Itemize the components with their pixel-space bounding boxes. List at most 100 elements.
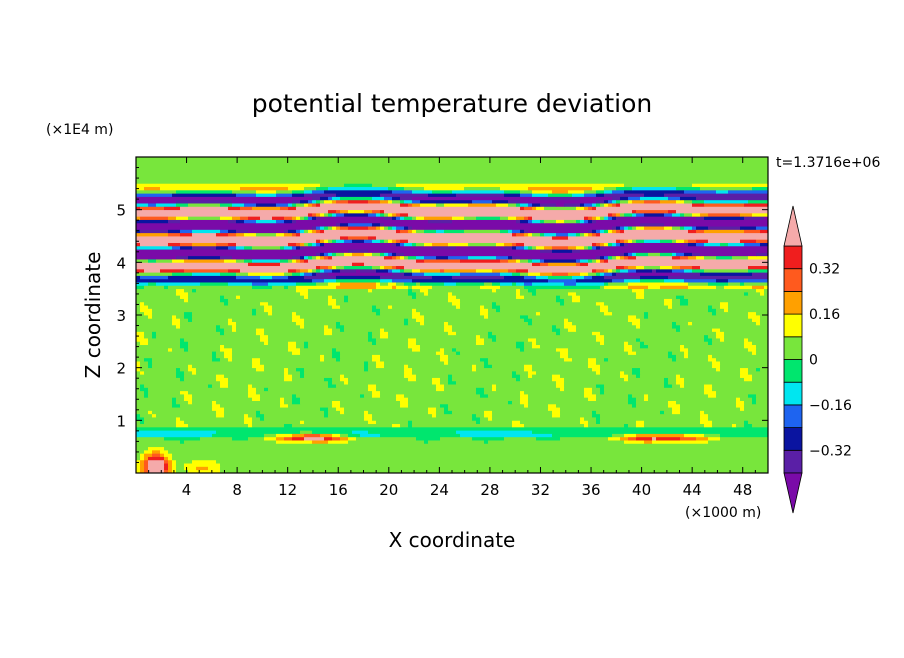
contour-cell xyxy=(396,255,401,260)
contour-cell xyxy=(228,242,237,247)
contour-cell xyxy=(232,199,293,204)
contour-cell xyxy=(136,354,213,359)
contour-cell xyxy=(136,367,141,372)
contour-cell xyxy=(232,203,245,207)
contour-cell xyxy=(188,298,221,303)
contour-cell xyxy=(516,295,525,299)
contour-cell xyxy=(188,423,249,428)
contour-cell xyxy=(136,446,149,451)
contour-cell xyxy=(136,245,173,250)
contour-cell xyxy=(568,347,625,352)
contour-cell xyxy=(336,252,345,257)
contour-cell xyxy=(164,285,169,290)
contour-cell xyxy=(180,295,189,299)
x-tick-label: 40 xyxy=(632,481,651,499)
contour-cell xyxy=(680,347,689,352)
contour-cell xyxy=(536,370,597,375)
contour-cell xyxy=(328,295,333,299)
contour-cell xyxy=(248,413,257,418)
contour-cell xyxy=(640,370,741,375)
contour-cell xyxy=(520,259,529,263)
contour-cell xyxy=(608,308,709,313)
contour-cell xyxy=(188,347,221,352)
contour-cell xyxy=(324,413,329,418)
contour-cell xyxy=(164,456,169,461)
contour-cell xyxy=(396,265,405,270)
contour-cell xyxy=(176,463,185,467)
contour-cell xyxy=(136,351,213,355)
contour-cell xyxy=(484,341,517,346)
contour-cell xyxy=(412,199,421,204)
contour-cell xyxy=(324,357,337,362)
contour-cell xyxy=(284,229,289,234)
contour-cell xyxy=(540,272,553,276)
contour-cell xyxy=(448,298,461,303)
contour-cell xyxy=(392,278,413,283)
contour-cell xyxy=(708,334,717,339)
contour-cell xyxy=(304,321,337,326)
contour-cell xyxy=(748,291,761,296)
contour-cell xyxy=(484,390,521,395)
contour-cell xyxy=(484,361,489,365)
contour-cell xyxy=(324,354,333,359)
contour-cell xyxy=(256,413,265,418)
contour-cell xyxy=(408,212,609,217)
contour-cell xyxy=(720,301,729,306)
contour-cell xyxy=(636,338,641,342)
contour-cell xyxy=(536,288,633,293)
contour-cell xyxy=(264,417,365,421)
contour-cell xyxy=(472,413,477,418)
contour-cell xyxy=(568,236,768,240)
contour-cell xyxy=(244,219,257,224)
contour-cell xyxy=(212,354,217,359)
contour-cell xyxy=(176,370,185,375)
contour-cell xyxy=(192,394,249,398)
contour-cell xyxy=(744,291,749,296)
contour-cell xyxy=(256,328,265,332)
contour-cell xyxy=(392,255,397,260)
contour-cell xyxy=(376,268,389,273)
contour-cell xyxy=(284,423,293,428)
contour-cell xyxy=(284,272,293,276)
contour-cell xyxy=(136,453,141,457)
contour-cell xyxy=(348,236,369,240)
contour-cell xyxy=(460,301,493,306)
contour-cell xyxy=(168,459,173,464)
contour-cell xyxy=(596,229,601,234)
contour-cell xyxy=(492,288,497,293)
contour-cell xyxy=(296,206,521,211)
contour-cell xyxy=(612,433,625,438)
contour-cell xyxy=(408,364,473,369)
contour-cell xyxy=(140,469,145,473)
contour-cell xyxy=(620,199,629,204)
contour-cell xyxy=(524,403,529,408)
contour-cell xyxy=(288,186,305,191)
contour-cell xyxy=(348,199,369,204)
contour-cell xyxy=(732,423,737,428)
contour-cell xyxy=(444,321,449,326)
contour-cell xyxy=(372,308,381,313)
contour-cell xyxy=(676,321,689,326)
colorbar-swatch xyxy=(783,404,803,428)
contour-cell xyxy=(588,216,593,220)
contour-cell xyxy=(720,305,729,309)
contour-cell xyxy=(448,255,469,260)
contour-cell xyxy=(596,397,629,401)
contour-cell xyxy=(704,229,745,234)
contour-cell xyxy=(144,456,149,461)
contour-cell xyxy=(596,255,601,260)
y-tick-label: 4 xyxy=(116,254,126,272)
contour-cell xyxy=(500,186,529,191)
contour-cell xyxy=(436,351,445,355)
contour-cell xyxy=(520,193,533,197)
contour-cell xyxy=(136,377,181,382)
contour-cell xyxy=(384,364,405,369)
contour-cell xyxy=(304,341,309,346)
contour-cell xyxy=(568,318,629,322)
contour-cell xyxy=(340,236,349,240)
contour-cell xyxy=(280,206,289,211)
contour-cell xyxy=(496,242,505,247)
contour-cell xyxy=(136,291,177,296)
contour-cell xyxy=(636,209,669,214)
contour-cell xyxy=(656,436,681,441)
